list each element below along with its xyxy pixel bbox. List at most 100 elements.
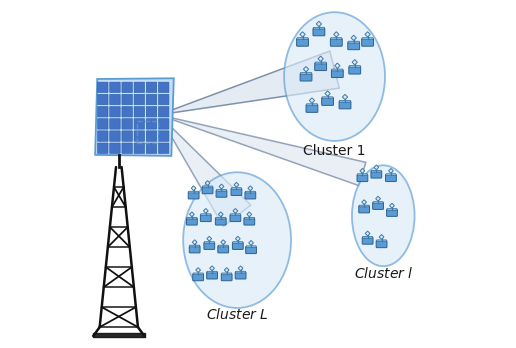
FancyBboxPatch shape	[216, 189, 227, 191]
FancyBboxPatch shape	[110, 106, 120, 117]
FancyBboxPatch shape	[331, 38, 342, 40]
FancyBboxPatch shape	[330, 39, 342, 46]
FancyBboxPatch shape	[373, 201, 383, 204]
FancyBboxPatch shape	[134, 94, 144, 105]
FancyBboxPatch shape	[359, 206, 369, 213]
Polygon shape	[389, 168, 393, 173]
FancyBboxPatch shape	[313, 28, 325, 36]
Ellipse shape	[284, 12, 385, 141]
FancyBboxPatch shape	[246, 246, 256, 248]
Polygon shape	[300, 32, 305, 37]
FancyBboxPatch shape	[202, 187, 213, 194]
FancyBboxPatch shape	[297, 38, 308, 40]
FancyBboxPatch shape	[340, 100, 350, 102]
FancyBboxPatch shape	[158, 143, 169, 153]
FancyBboxPatch shape	[307, 104, 317, 106]
FancyBboxPatch shape	[331, 70, 343, 78]
FancyBboxPatch shape	[332, 69, 343, 71]
FancyBboxPatch shape	[158, 131, 169, 141]
FancyBboxPatch shape	[349, 66, 361, 74]
FancyBboxPatch shape	[244, 217, 254, 219]
FancyBboxPatch shape	[134, 143, 144, 153]
FancyBboxPatch shape	[122, 94, 133, 105]
Polygon shape	[374, 165, 379, 170]
Polygon shape	[325, 91, 330, 96]
Polygon shape	[335, 63, 340, 68]
Ellipse shape	[183, 172, 291, 308]
Polygon shape	[352, 60, 358, 65]
FancyBboxPatch shape	[187, 217, 197, 219]
FancyBboxPatch shape	[362, 237, 373, 244]
Polygon shape	[351, 35, 357, 40]
FancyBboxPatch shape	[362, 38, 373, 40]
Polygon shape	[303, 66, 309, 72]
FancyBboxPatch shape	[110, 131, 120, 141]
FancyBboxPatch shape	[386, 209, 397, 216]
FancyBboxPatch shape	[218, 245, 228, 247]
FancyBboxPatch shape	[189, 245, 200, 247]
Polygon shape	[209, 266, 215, 271]
FancyBboxPatch shape	[387, 208, 397, 211]
FancyBboxPatch shape	[322, 97, 333, 99]
FancyBboxPatch shape	[371, 171, 382, 178]
FancyBboxPatch shape	[147, 82, 157, 93]
FancyBboxPatch shape	[231, 189, 242, 196]
FancyBboxPatch shape	[235, 272, 246, 279]
FancyBboxPatch shape	[122, 143, 133, 153]
FancyBboxPatch shape	[147, 94, 157, 105]
Bar	[137, 121, 158, 143]
FancyBboxPatch shape	[147, 119, 157, 129]
FancyBboxPatch shape	[300, 73, 312, 81]
FancyBboxPatch shape	[110, 119, 120, 129]
FancyBboxPatch shape	[204, 242, 214, 244]
FancyBboxPatch shape	[189, 246, 200, 253]
Polygon shape	[189, 212, 194, 217]
FancyBboxPatch shape	[186, 218, 197, 225]
FancyBboxPatch shape	[377, 240, 386, 242]
Text: Cluster $L$: Cluster $L$	[206, 307, 268, 323]
FancyBboxPatch shape	[215, 218, 226, 225]
FancyBboxPatch shape	[315, 63, 327, 71]
FancyBboxPatch shape	[201, 214, 211, 216]
Ellipse shape	[352, 165, 414, 266]
FancyBboxPatch shape	[98, 119, 108, 129]
Polygon shape	[221, 240, 225, 245]
FancyBboxPatch shape	[376, 241, 387, 248]
FancyBboxPatch shape	[216, 190, 227, 197]
FancyBboxPatch shape	[348, 41, 359, 43]
Polygon shape	[365, 32, 370, 37]
FancyBboxPatch shape	[245, 192, 256, 199]
FancyBboxPatch shape	[349, 65, 360, 68]
Polygon shape	[192, 240, 197, 245]
Polygon shape	[316, 21, 321, 26]
FancyBboxPatch shape	[134, 106, 144, 117]
FancyBboxPatch shape	[230, 215, 241, 222]
FancyBboxPatch shape	[244, 218, 255, 225]
FancyBboxPatch shape	[158, 94, 169, 105]
Polygon shape	[205, 181, 210, 185]
Polygon shape	[365, 231, 370, 236]
Text: Cluster 1: Cluster 1	[303, 144, 366, 158]
FancyBboxPatch shape	[363, 236, 373, 238]
Polygon shape	[218, 212, 223, 217]
FancyBboxPatch shape	[207, 271, 217, 273]
FancyBboxPatch shape	[313, 27, 325, 29]
Polygon shape	[159, 115, 366, 186]
FancyBboxPatch shape	[158, 106, 169, 117]
FancyBboxPatch shape	[134, 82, 144, 93]
FancyBboxPatch shape	[321, 98, 333, 105]
FancyBboxPatch shape	[110, 143, 120, 153]
FancyBboxPatch shape	[188, 192, 199, 199]
FancyBboxPatch shape	[216, 217, 226, 219]
FancyBboxPatch shape	[297, 39, 309, 46]
FancyBboxPatch shape	[122, 106, 133, 117]
FancyBboxPatch shape	[202, 186, 213, 188]
Polygon shape	[207, 236, 212, 241]
FancyBboxPatch shape	[315, 62, 326, 64]
Polygon shape	[159, 51, 340, 115]
FancyBboxPatch shape	[386, 174, 396, 176]
FancyBboxPatch shape	[98, 94, 108, 105]
FancyBboxPatch shape	[218, 246, 229, 253]
FancyBboxPatch shape	[110, 94, 120, 105]
FancyBboxPatch shape	[193, 273, 203, 275]
